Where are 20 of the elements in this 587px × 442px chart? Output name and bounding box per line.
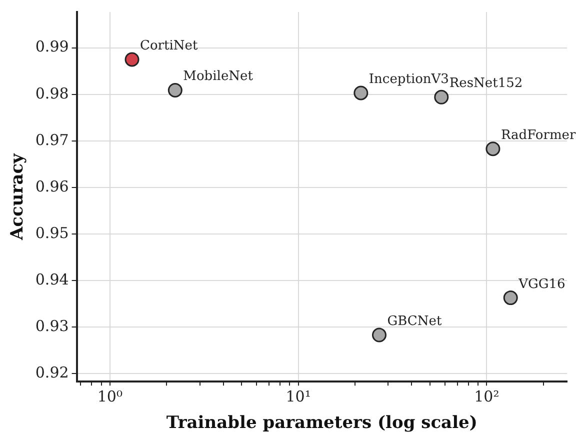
y-tick-label: 0.94 (35, 270, 69, 288)
series-label: VGG16 (518, 276, 566, 292)
series-label: CortiNet (140, 38, 198, 54)
y-tick-label: 0.93 (35, 317, 69, 336)
y-tick-label: 0.97 (35, 130, 69, 149)
x-tick-label: 10² (474, 387, 500, 406)
y-tick-label: 0.98 (35, 84, 69, 102)
series-label: InceptionV3 (368, 72, 449, 87)
series-label: GBCNet (387, 314, 442, 330)
series-label: ResNet152 (449, 76, 523, 92)
y-tick-label: 0.99 (35, 38, 69, 56)
y-tick-label: 0.95 (35, 224, 69, 242)
y-tick-label: 0.92 (35, 364, 69, 382)
y-axis-title: Accuracy (8, 152, 28, 242)
x-axis-title: Trainable parameters (log scale) (166, 413, 478, 434)
x-tick-label: 10¹ (286, 387, 311, 406)
series-label: MobileNet (183, 69, 254, 84)
series-label: RadFormer (500, 128, 576, 143)
x-tick-label: 10⁰ (97, 387, 122, 406)
y-tick-label: 0.96 (35, 177, 69, 196)
